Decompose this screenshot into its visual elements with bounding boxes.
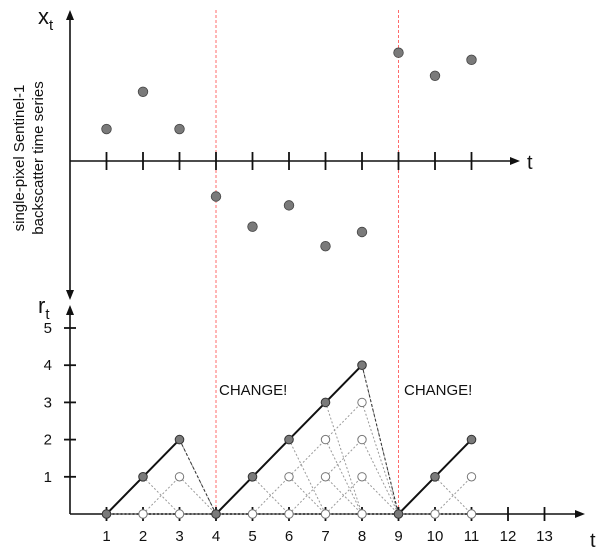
hollow-point (466, 472, 477, 482)
growth-dotted (325, 402, 363, 440)
growth-dotted (288, 476, 326, 515)
bottom-y-tick-label: 4 (44, 357, 52, 374)
bottom-x-tick-label: 11 (464, 528, 480, 545)
data-point (137, 86, 149, 97)
data-point (247, 221, 258, 232)
data-point (429, 70, 441, 82)
bottom-y-tick-label: 1 (44, 469, 52, 486)
bottom-x-tick-label: 13 (536, 528, 553, 545)
bottom-y-symbol: rt (38, 293, 50, 323)
filled-point (320, 397, 331, 408)
hollow-point (357, 509, 367, 519)
reset-dotted (252, 476, 290, 515)
reset-dotted (361, 402, 399, 515)
reset-dotted (434, 476, 472, 515)
top-x-ticks (105, 152, 473, 170)
top-y-axis-arrow-down (66, 290, 74, 300)
filled-point (101, 509, 112, 519)
reset-dashed (361, 365, 399, 515)
hollow-point (320, 509, 331, 519)
bottom-y-tick-label: 2 (44, 432, 52, 449)
filled-point (247, 472, 258, 482)
hollow-point (247, 509, 258, 519)
top-panel: xt t single-pixel Sentinel-1 backscatter … (11, 4, 533, 300)
changepoint-lines (215, 10, 399, 514)
filled-point (357, 360, 367, 371)
reset-dotted (325, 402, 363, 515)
bottom-y-axis-arrow (66, 305, 74, 315)
hollow-point (174, 509, 185, 519)
bottom-x-tick-label: 2 (139, 528, 147, 545)
hollow-point (138, 509, 148, 519)
hollow-point (357, 434, 367, 445)
top-y-label: single-pixel Sentinel-1 backscatter time … (11, 81, 47, 234)
data-point (393, 47, 404, 58)
reset-dotted (361, 439, 399, 515)
top-y-symbol: xt (38, 4, 54, 34)
filled-point (174, 434, 185, 445)
growth-dotted (142, 476, 180, 515)
filled-point (393, 509, 404, 519)
reset-dotted (288, 476, 326, 515)
hollow-point (357, 472, 367, 482)
bottom-x-axis-arrow (575, 510, 585, 518)
filled-point (466, 434, 477, 445)
top-y-axis-arrow-up (66, 10, 74, 20)
change-annotation-2: CHANGE! (404, 382, 472, 399)
bottom-y-tick-label: 3 (44, 394, 52, 411)
bottom-x-tick-label: 10 (427, 528, 444, 545)
hollow-point (174, 472, 185, 482)
data-point (174, 123, 185, 135)
bottom-x-tick-label: 4 (212, 528, 220, 545)
reset-dotted (142, 476, 180, 515)
hollow-point (284, 509, 294, 519)
reset-dashed (179, 439, 217, 515)
top-points (101, 47, 477, 252)
bottom-x-tick-label: 9 (394, 528, 402, 545)
change-annotation-1: CHANGE! (219, 382, 287, 399)
filled-point (138, 472, 148, 482)
reset-dotted (325, 439, 363, 515)
bottom-x-tick-label: 8 (358, 528, 366, 545)
growth-dotted (325, 439, 363, 478)
reset-dotted (361, 476, 399, 515)
bottom-points (101, 360, 477, 519)
data-point (320, 240, 331, 252)
reset-dotted (179, 476, 217, 515)
bottom-x-tick-label: 1 (102, 528, 110, 545)
bottom-x-tick-label: 6 (285, 528, 293, 545)
reset-dotted (288, 439, 326, 515)
bottom-y-tick-label: 5 (44, 320, 52, 337)
data-point (283, 200, 295, 211)
top-x-label: t (527, 152, 533, 174)
top-x-axis-arrow (510, 157, 520, 165)
data-point (466, 54, 477, 66)
filled-point (430, 472, 440, 482)
bottom-x-tick-label: 5 (248, 528, 256, 545)
hollow-point (430, 509, 440, 519)
hollow-point (320, 434, 331, 445)
reset-dotted (325, 476, 363, 515)
bottom-x-label: t (590, 530, 596, 550)
filled-point (284, 434, 294, 445)
growth-dotted (252, 476, 290, 515)
bottom-x-tick-label: 12 (500, 528, 517, 545)
growth-dotted (434, 476, 472, 515)
data-point (356, 226, 368, 238)
hollow-point (284, 472, 294, 482)
data-point (101, 123, 112, 135)
bottom-x-tick-label: 7 (321, 528, 329, 545)
hollow-point (320, 472, 331, 482)
growth-dotted (288, 439, 326, 478)
data-point (210, 191, 222, 202)
bottom-x-tick-label: 3 (175, 528, 183, 545)
hollow-point (357, 397, 367, 408)
growth-dotted (325, 476, 363, 515)
filled-point (211, 509, 221, 519)
hollow-point (466, 509, 477, 519)
